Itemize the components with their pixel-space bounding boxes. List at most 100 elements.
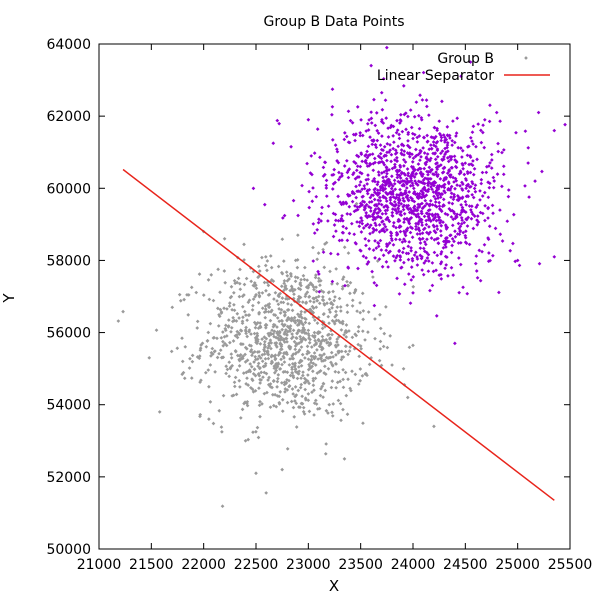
data-point [343, 283, 347, 288]
data-point [258, 342, 263, 346]
data-point [414, 250, 418, 255]
data-point [296, 388, 301, 393]
data-point [255, 425, 260, 430]
data-point [194, 290, 199, 295]
data-point [275, 299, 279, 303]
x-tick-label: 23500 [338, 557, 383, 573]
data-point [428, 208, 432, 212]
data-point [265, 259, 270, 263]
data-point [297, 405, 301, 409]
data-point [356, 266, 360, 271]
data-point [399, 171, 404, 176]
data-point [412, 114, 417, 119]
data-point [243, 328, 248, 332]
data-point [422, 249, 427, 254]
data-point [399, 148, 404, 152]
data-point [425, 237, 429, 242]
data-point [382, 229, 387, 234]
data-point [249, 279, 254, 284]
data-point [295, 275, 300, 280]
data-point [408, 230, 413, 235]
data-point [374, 111, 379, 115]
data-point [296, 312, 300, 317]
data-point [414, 147, 418, 152]
data-point [360, 291, 365, 296]
data-point [431, 190, 436, 194]
data-point [381, 253, 386, 258]
data-point [256, 337, 260, 342]
data-point [432, 194, 436, 199]
data-point [500, 150, 504, 155]
data-point [369, 121, 374, 125]
data-point [341, 218, 345, 223]
data-point [387, 184, 391, 188]
data-point [372, 197, 377, 202]
data-point [433, 230, 438, 235]
data-point [391, 224, 396, 228]
data-point [402, 183, 406, 188]
data-point [260, 306, 265, 311]
data-point [311, 285, 316, 289]
data-point [350, 369, 354, 374]
data-point [178, 298, 183, 303]
data-point [260, 291, 265, 295]
data-point [314, 289, 319, 294]
data-point [316, 269, 320, 274]
data-point [301, 273, 306, 278]
data-point [293, 369, 298, 374]
data-point [360, 195, 365, 199]
data-point [418, 148, 423, 153]
data-point [340, 319, 345, 324]
data-point [334, 385, 338, 390]
data-point [451, 119, 455, 123]
data-point [338, 305, 343, 309]
data-point [269, 277, 274, 282]
data-point [381, 175, 385, 180]
data-point [422, 240, 427, 244]
data-point [450, 201, 455, 206]
data-point [372, 208, 377, 213]
data-point [246, 313, 251, 318]
data-point [431, 135, 435, 140]
data-point [450, 143, 454, 148]
data-point [312, 318, 317, 322]
data-point [481, 123, 485, 128]
data-point [366, 238, 371, 243]
data-point [275, 118, 280, 123]
data-point [486, 259, 491, 264]
data-point [408, 301, 413, 306]
data-point [360, 373, 365, 378]
data-point [479, 128, 483, 133]
data-point [482, 190, 487, 195]
data-point [439, 138, 444, 143]
data-point [467, 204, 472, 208]
data-point [455, 212, 459, 217]
data-point [416, 113, 421, 118]
data-point [344, 393, 349, 398]
data-point [442, 185, 447, 190]
data-point [432, 224, 436, 229]
data-point [382, 144, 387, 149]
data-point [344, 200, 348, 205]
data-point [307, 205, 312, 210]
data-point [411, 343, 415, 348]
data-point [295, 331, 299, 336]
data-point [280, 467, 285, 472]
data-point [444, 175, 449, 180]
data-point [405, 226, 410, 231]
data-point [292, 292, 296, 297]
data-point [429, 185, 433, 189]
data-point [288, 326, 293, 331]
data-point [226, 318, 231, 322]
data-point [439, 223, 444, 228]
data-point [343, 349, 348, 354]
data-point [464, 186, 468, 191]
data-point [347, 349, 352, 353]
data-point [458, 212, 462, 217]
data-point [418, 150, 422, 155]
data-point [406, 272, 411, 276]
data-point [356, 382, 361, 386]
data-point [406, 197, 411, 202]
data-point [266, 309, 271, 314]
data-point [356, 342, 361, 347]
